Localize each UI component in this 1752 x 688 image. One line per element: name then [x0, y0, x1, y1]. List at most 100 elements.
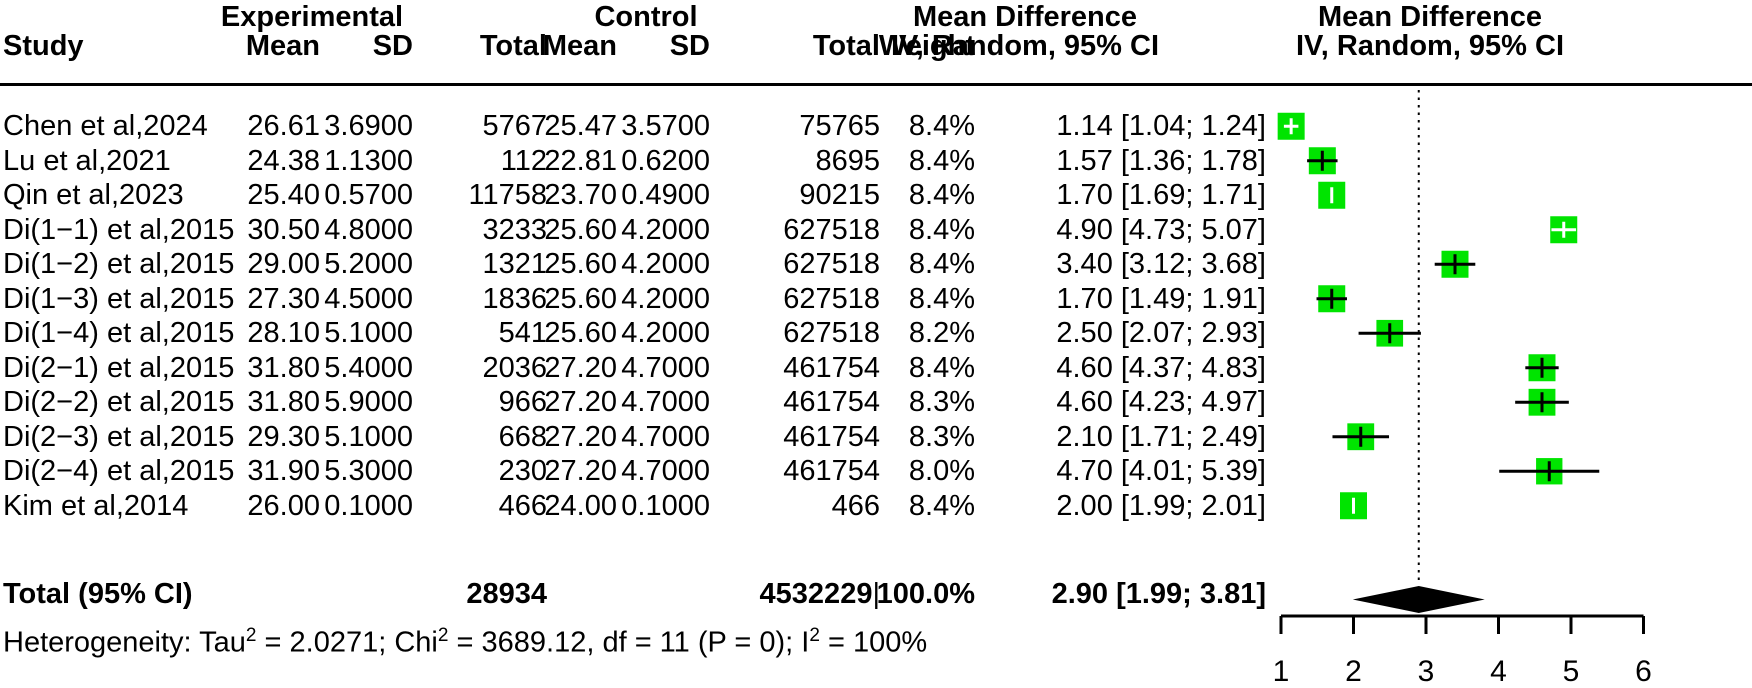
x-axis-tick-label: 3: [1418, 655, 1435, 688]
exp-total-value: 5767: [482, 110, 547, 142]
ctrl-total-value: 461754: [783, 420, 880, 453]
exp-total-value: 966: [498, 386, 547, 418]
weight-value: 8.4%: [908, 110, 975, 142]
heterogeneity-text: Heterogeneity: Tau2 = 2.0271; Chi2 = 368…: [3, 625, 928, 659]
exp-sd-value: 3.6900: [324, 110, 413, 142]
ctrl-mean-value: 25.47: [544, 110, 617, 142]
exp-sd-value: 5.1000: [324, 420, 413, 453]
ctrl-sd-value: 4.2000: [621, 213, 710, 246]
study-row: Di(2−1) et al,2015 31.80 5.4000 2036 27.20 4.…: [0, 351, 1752, 386]
exp-mean-value: 24.38: [247, 144, 320, 177]
study-name: Di(1−2) et al,2015: [3, 248, 235, 280]
study-row: Lu et al,2021 24.38 1.1300 112 22.81 0.6200 86…: [0, 144, 1752, 179]
header-divider-rule: [0, 83, 1752, 86]
study-name: Di(2−3) et al,2015: [3, 420, 235, 453]
exp-mean-value: 26.61: [247, 110, 320, 142]
weight-value: 8.3%: [908, 420, 975, 453]
study-name: Lu et al,2021: [3, 144, 171, 177]
x-axis-tick-label: 6: [1635, 655, 1652, 688]
exp-mean-value: 29.30: [247, 420, 320, 453]
exp-total-value: 112: [500, 144, 547, 177]
study-row: Chen et al,2024 26.61 3.6900 5767 25.47 3.570…: [0, 109, 1752, 144]
md-ci-text: 1.70 [1.49; 1.91]: [1056, 282, 1266, 315]
md-ci-text: 2.00 [1.99; 2.01]: [1056, 489, 1266, 522]
exp-sd-value: 4.8000: [324, 213, 413, 246]
ctrl-total-value: 75765: [799, 110, 880, 142]
md-ci-text: 1.14 [1.04; 1.24]: [1056, 110, 1266, 142]
exp-mean-value: 31.80: [247, 386, 320, 418]
ctrl-sd-column-header: SD: [669, 30, 710, 62]
study-name: Di(2−4) et al,2015: [3, 455, 235, 487]
ctrl-mean-value: 24.00: [544, 489, 617, 522]
ctrl-mean-value: 27.20: [544, 351, 617, 384]
study-name: Chen et al,2024: [3, 110, 208, 142]
exp-total-value: 668: [498, 420, 547, 453]
exp-mean-value: 25.40: [247, 179, 320, 211]
exp-total-value: 2036: [482, 351, 547, 384]
exp-sd-value: 1.1300: [324, 144, 413, 177]
exp-sd-value: 4.5000: [324, 282, 413, 315]
total-weight: 100.0%: [876, 578, 975, 610]
heterogeneity-note: Heterogeneity: Tau2 = 2.0271; Chi2 = 368…: [0, 619, 1752, 659]
ctrl-mean-value: 25.60: [544, 248, 617, 280]
total-row: Total (95% CI) 28934 4532229| 100.0% 2.90 [1…: [0, 577, 1752, 612]
ctrl-mean-column-header: Mean: [542, 30, 617, 62]
study-name: Di(2−1) et al,2015: [3, 351, 235, 384]
ctrl-mean-value: 22.81: [544, 144, 617, 177]
ctrl-total-value: 627518: [783, 248, 880, 280]
weight-value: 8.4%: [908, 179, 975, 211]
exp-mean-value: 28.10: [247, 317, 320, 349]
exp-total-value: 1321: [482, 248, 547, 280]
ctrl-total-value: 90215: [799, 179, 880, 211]
exp-total-value: 230: [498, 455, 547, 487]
x-axis-tick-label: 5: [1563, 655, 1580, 688]
ctrl-sd-value: 4.7000: [621, 386, 710, 418]
ctrl-sd-value: 4.2000: [621, 282, 710, 315]
exp-mean-value: 30.50: [247, 213, 320, 246]
exp-mean-value: 27.30: [247, 282, 320, 315]
study-row: Di(2−4) et al,2015 31.90 5.3000 230 27.20 4.7…: [0, 454, 1752, 489]
study-name: Di(1−3) et al,2015: [3, 282, 235, 315]
ctrl-total-column-header: Total: [812, 30, 880, 62]
weight-value: 8.4%: [908, 489, 975, 522]
ctrl-mean-value: 25.60: [544, 282, 617, 315]
exp-sd-value: 5.1000: [324, 317, 413, 349]
md-plot-column-title: Mean Difference: [1317, 1, 1543, 33]
study-row: Di(1−4) et al,2015 28.10 5.1000 541 25.60 4.2…: [0, 316, 1752, 351]
exp-total-value: 11758: [468, 179, 548, 211]
md-ci-text: 1.57 [1.36; 1.78]: [1056, 144, 1266, 177]
weight-value: 8.3%: [908, 386, 975, 418]
ctrl-total-value: 461754: [783, 455, 880, 487]
weight-column-header: Weight: [878, 30, 975, 62]
weight-value: 8.4%: [908, 282, 975, 315]
pooled-diamond: [1352, 586, 1485, 613]
study-row: Di(1−2) et al,2015 29.00 5.2000 1321 25.60 4.…: [0, 247, 1752, 282]
x-axis-tick-label: 2: [1345, 655, 1362, 688]
study-name: Di(2−2) et al,2015: [3, 386, 235, 418]
x-axis-tick-label: 4: [1490, 655, 1507, 688]
ctrl-mean-value: 23.70: [544, 179, 617, 211]
x-axis-tick-label: 1: [1273, 655, 1290, 688]
weight-value: 8.4%: [908, 351, 975, 384]
exp-sd-column-header: SD: [372, 30, 413, 62]
weight-value: 8.4%: [908, 144, 975, 177]
exp-total-value: 541: [498, 317, 547, 349]
ctrl-sd-value: 4.2000: [621, 248, 710, 280]
group-header-experimental: Experimental: [220, 1, 404, 33]
study-row: Qin et al,2023 25.40 0.5700 11758 23.70 0.490…: [0, 178, 1752, 213]
exp-mean-value: 26.00: [247, 489, 320, 522]
exp-total-value: 3233: [482, 213, 547, 246]
weight-value: 8.4%: [908, 213, 975, 246]
study-column-header: Study: [3, 30, 84, 62]
md-text-column-title: Mean Difference: [912, 1, 1138, 33]
study-row: Di(2−3) et al,2015 29.30 5.1000 668 27.20 4.7…: [0, 420, 1752, 455]
exp-sd-value: 5.3000: [324, 455, 413, 487]
study-name: Kim et al,2014: [3, 489, 189, 522]
study-name: Di(1−4) et al,2015: [3, 317, 235, 349]
exp-sd-value: 5.9000: [324, 386, 413, 418]
ctrl-mean-value: 25.60: [544, 213, 617, 246]
ctrl-mean-value: 27.20: [544, 386, 617, 418]
md-ci-text: 1.70 [1.69; 1.71]: [1056, 179, 1266, 211]
md-ci-text: 2.50 [2.07; 2.93]: [1056, 317, 1266, 349]
